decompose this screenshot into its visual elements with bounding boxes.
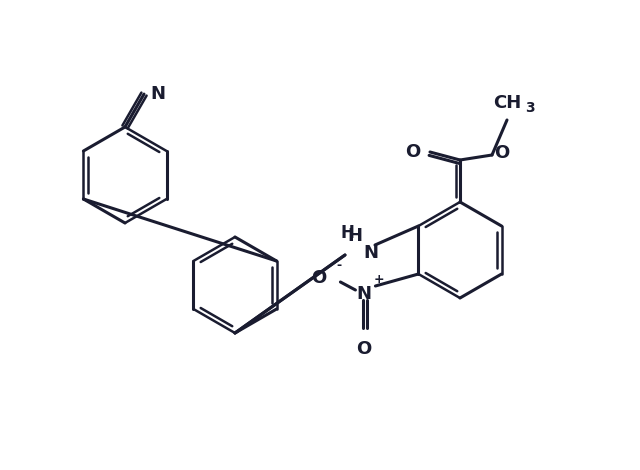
Text: N: N	[150, 85, 165, 103]
Text: O: O	[404, 143, 420, 161]
Text: 3: 3	[525, 101, 534, 115]
Text: -: -	[337, 259, 342, 272]
Text: N: N	[356, 285, 371, 303]
Text: O: O	[494, 144, 509, 162]
Text: H: H	[348, 227, 362, 245]
Text: CH: CH	[493, 94, 521, 112]
Text: N: N	[363, 244, 378, 262]
Text: H: H	[340, 224, 354, 242]
Text: O: O	[311, 269, 326, 287]
Text: O: O	[356, 340, 371, 358]
Text: +: +	[373, 273, 384, 286]
